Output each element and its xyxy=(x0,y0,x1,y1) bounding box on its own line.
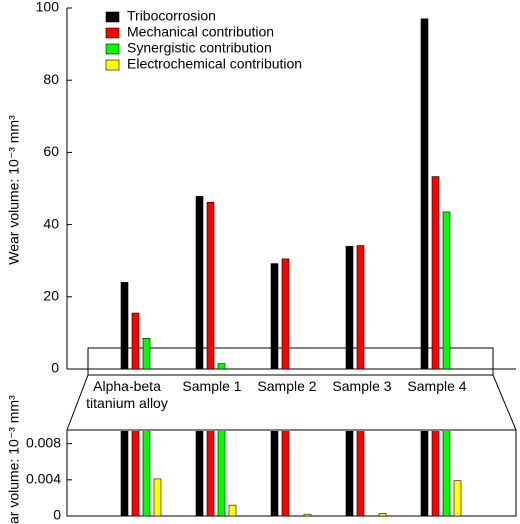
y-tick-label: 20 xyxy=(43,288,59,304)
inset-bar xyxy=(420,431,429,516)
inset-bar xyxy=(120,431,129,516)
inset-bar xyxy=(206,431,215,516)
legend-swatch xyxy=(105,43,120,55)
inset-bar xyxy=(356,431,365,516)
y-tick-label: 40 xyxy=(43,215,59,231)
bar xyxy=(431,176,440,370)
inset-bar xyxy=(217,431,226,516)
inset-bar xyxy=(453,480,462,516)
y-tick-label: 0 xyxy=(51,360,59,376)
legend-label: Tribocorrosion xyxy=(127,8,216,24)
legend-swatch xyxy=(105,27,120,39)
y-tick-label: 80 xyxy=(43,71,59,87)
bar xyxy=(120,282,129,370)
x-tick-label: Sample 4 xyxy=(407,378,467,394)
zoom-box xyxy=(87,347,494,376)
inset-bars xyxy=(120,431,462,516)
bar xyxy=(420,18,429,370)
y-tick-label: 60 xyxy=(43,143,59,159)
inset-bar xyxy=(431,431,440,516)
x-tick-label: Sample 3 xyxy=(332,378,392,394)
legend-swatch xyxy=(105,59,120,71)
legend-label: Synergistic contribution xyxy=(127,40,272,56)
inset-bar xyxy=(228,504,237,516)
inset-y-tick-label: 0.008 xyxy=(26,434,61,450)
bar xyxy=(195,196,204,370)
y-tick-label: 100 xyxy=(36,0,60,15)
inset-bar xyxy=(142,431,151,516)
inset-bar xyxy=(442,431,451,516)
bar xyxy=(345,245,354,370)
zoom-connector xyxy=(66,374,89,431)
zoom-connector xyxy=(492,374,517,431)
bar xyxy=(281,258,290,370)
inset-bar xyxy=(270,431,279,516)
bar xyxy=(356,245,365,370)
bar xyxy=(270,263,279,370)
inset-bar xyxy=(303,513,312,516)
bar xyxy=(217,363,226,370)
inset-y-axis-label: Wear volume: 10⁻³ mm³ xyxy=(6,395,22,524)
inset-bar xyxy=(131,431,140,516)
bar xyxy=(442,211,451,370)
x-tick-label: Sample 1 xyxy=(182,378,242,394)
bar xyxy=(142,338,151,370)
bar xyxy=(206,201,215,370)
legend-label: Mechanical contribution xyxy=(127,24,274,40)
inset-bar xyxy=(153,478,162,516)
inset-y-tick-label: 0 xyxy=(53,507,61,523)
x-tick-label: Sample 2 xyxy=(257,378,317,394)
inset-bar xyxy=(281,431,290,516)
inset-bar xyxy=(345,431,354,516)
bar xyxy=(131,312,140,370)
inset-bar xyxy=(378,512,387,516)
inset-frame xyxy=(66,429,517,517)
x-tick-label: Alpha-beta titanium alloy xyxy=(86,378,168,411)
legend-swatch xyxy=(105,11,120,23)
inset-bar xyxy=(195,431,204,516)
y-axis-label: Wear volume: 10⁻³ mm³ xyxy=(6,115,22,265)
legend-label: Electrochemical contribution xyxy=(127,56,302,72)
inset-y-tick-label: 0.004 xyxy=(26,471,61,487)
